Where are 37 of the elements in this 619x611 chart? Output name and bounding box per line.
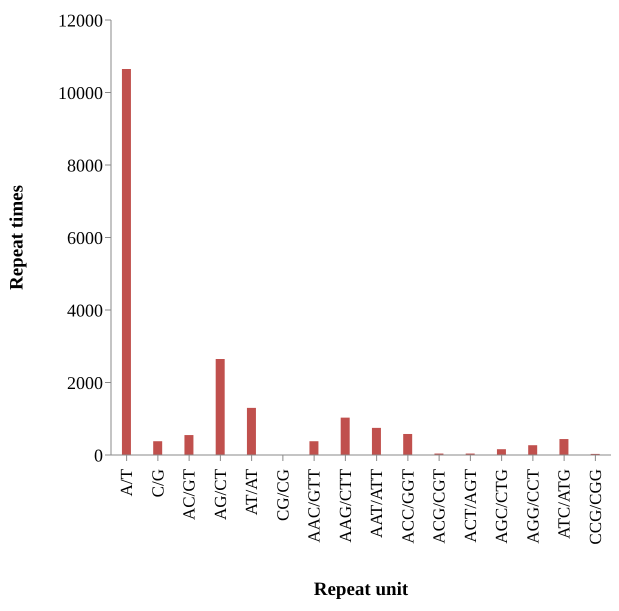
x-tick-label: A/T [117, 468, 136, 496]
x-tick-label: ACG/CGT [430, 468, 449, 544]
x-tick-label: ACC/GGT [398, 468, 418, 544]
bar [496, 449, 506, 455]
x-tick-label: AGC/CTG [492, 469, 512, 544]
x-tick-label: AT/AT [242, 468, 262, 516]
y-tick-label: 4000 [67, 300, 103, 320]
y-tick-label: 2000 [67, 372, 103, 393]
bar [403, 434, 412, 455]
y-tick-label: 10000 [58, 82, 103, 103]
bar [340, 418, 350, 455]
x-tick-label: AAC/GTT [304, 468, 324, 543]
x-tick-label: AAT/ATT [367, 468, 386, 538]
bar [309, 441, 318, 455]
x-tick-label: ACT/AGT [460, 468, 480, 543]
bar [372, 428, 381, 455]
y-axis-title: Repeat times [6, 185, 28, 290]
y-tick-label: 12000 [58, 10, 103, 30]
x-tick-label: C/G [148, 469, 168, 498]
y-tick-label: 8000 [67, 155, 103, 176]
bar [153, 441, 162, 455]
x-tick-label: AAG/CTT [336, 468, 355, 543]
bar [559, 439, 568, 455]
x-tick-label: ATC/ATG [554, 469, 574, 539]
bar [122, 68, 131, 455]
bar [246, 408, 256, 455]
bar [216, 358, 225, 455]
y-tick-label: 6000 [67, 228, 103, 248]
x-tick-label: CCG/CGG [586, 469, 605, 545]
x-tick-label: AGG/CCT [523, 468, 542, 544]
x-axis-title: Repeat unit [314, 579, 409, 600]
x-tick-label: AC/GT [180, 468, 199, 520]
x-tick-label: CG/CG [273, 469, 292, 521]
bar [528, 445, 538, 455]
x-tick-label: AG/CT [210, 468, 230, 520]
y-tick-label: 0 [94, 445, 103, 466]
bar [184, 435, 194, 455]
